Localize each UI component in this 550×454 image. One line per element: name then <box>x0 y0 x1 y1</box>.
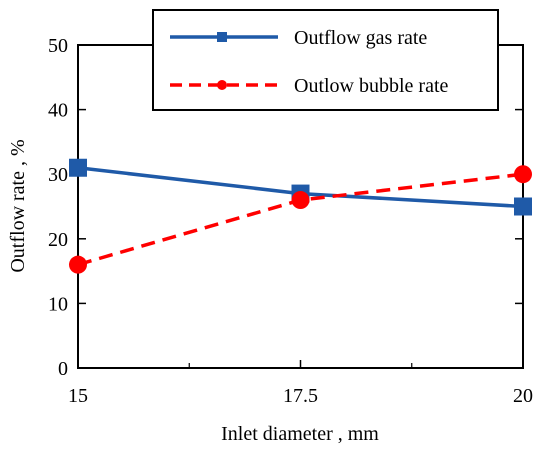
data-point-circle <box>69 255 87 274</box>
y-tick-label: 10 <box>48 293 68 315</box>
y-axis: 0 10 20 30 40 50 <box>48 35 523 380</box>
data-point-circle <box>514 165 532 184</box>
x-tick-label: 15 <box>68 385 88 407</box>
x-axis: 15 17.5 20 <box>68 45 533 407</box>
legend-item: Outlow bubble rate <box>170 75 449 97</box>
data-point-square <box>69 158 87 177</box>
x-tick-label: 20 <box>513 385 533 407</box>
x-tick-label: 17.5 <box>283 385 318 407</box>
y-tick-label: 0 <box>58 358 68 380</box>
y-axis-title: Outflow rate , % <box>7 139 29 272</box>
legend-item: Outflow gas rate <box>170 27 427 49</box>
y-tick-label: 20 <box>48 229 68 251</box>
series-1 <box>69 165 532 274</box>
y-tick-label: 40 <box>48 100 68 122</box>
legend-label: Outflow gas rate <box>294 27 427 49</box>
legend-marker-square <box>217 32 227 42</box>
legend-box <box>152 9 499 111</box>
x-axis-title: Inlet diameter , mm <box>221 423 379 445</box>
legend-marker-circle <box>217 80 227 90</box>
data-point-circle <box>291 191 310 210</box>
series-layer <box>69 158 532 274</box>
y-tick-label: 50 <box>48 35 68 57</box>
data-point-square <box>514 197 532 216</box>
legend-label: Outlow bubble rate <box>294 75 449 97</box>
legend: Outflow gas rate Outlow bubble rate <box>152 9 499 111</box>
y-tick-label: 30 <box>48 164 68 186</box>
